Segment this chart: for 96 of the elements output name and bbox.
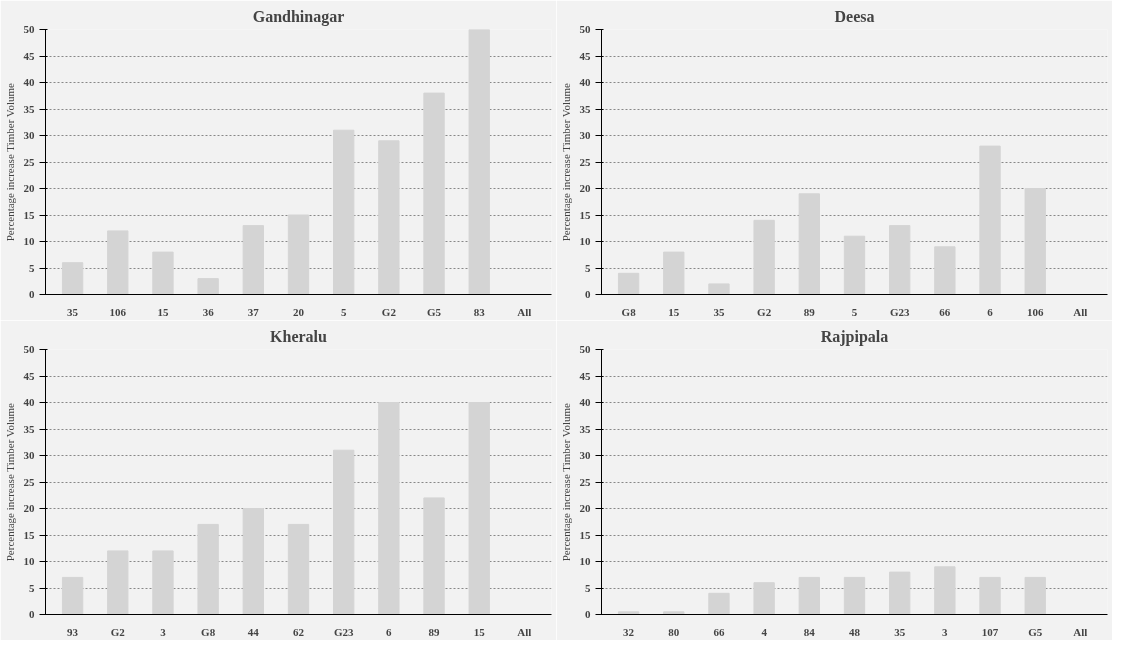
y-tick-label: 10 xyxy=(23,555,35,567)
x-tick-label: 89 xyxy=(428,625,441,638)
y-tick-label: 35 xyxy=(23,102,35,115)
y-tick-label: 10 xyxy=(579,555,591,567)
y-tick-label: 45 xyxy=(23,49,35,62)
y-axis-title: Percentage increase Timber Volume xyxy=(3,83,16,242)
y-tick-label: 10 xyxy=(23,235,35,247)
y-tick-label: 15 xyxy=(23,528,35,541)
y-tick-label: 45 xyxy=(579,369,591,382)
y-tick-label: 50 xyxy=(23,343,35,355)
y-tick-label: 20 xyxy=(579,502,591,514)
x-tick-label: 35 xyxy=(67,305,79,318)
x-tick-label: 66 xyxy=(939,305,951,318)
x-tick-label: 4 xyxy=(761,625,768,638)
y-tick-label: 45 xyxy=(579,49,591,62)
y-tick-label: 5 xyxy=(585,581,591,594)
y-tick-label: 35 xyxy=(579,102,591,115)
x-tick-label: 106 xyxy=(109,305,127,318)
x-tick-label: 66 xyxy=(713,625,725,638)
x-tick-label: G2 xyxy=(110,625,126,638)
chart-title: Gandhinagar xyxy=(252,7,345,26)
y-tick-label: 25 xyxy=(23,155,35,168)
y-tick-label: 30 xyxy=(23,449,35,461)
x-tick-label: 20 xyxy=(293,305,305,318)
y-tick-label: 15 xyxy=(23,208,35,221)
y-tick-label: 15 xyxy=(579,208,591,221)
x-tick-label: 37 xyxy=(247,305,260,318)
y-tick-label: 20 xyxy=(23,502,35,514)
x-tick-label: 84 xyxy=(803,625,816,638)
x-tick-label: 6 xyxy=(386,625,393,638)
x-tick-label: 35 xyxy=(894,625,906,638)
x-tick-label: G2 xyxy=(381,305,397,318)
y-tick-label: 25 xyxy=(579,475,591,488)
y-tick-label: 35 xyxy=(579,422,591,435)
y-tick-label: 0 xyxy=(585,288,591,300)
y-axis-title: Percentage increase Timber Volume xyxy=(3,403,16,562)
y-tick-label: 0 xyxy=(29,608,35,620)
y-tick-label: 30 xyxy=(23,129,35,141)
x-tick-label: 3 xyxy=(160,625,167,638)
x-tick-label: 35 xyxy=(713,305,725,318)
y-tick-label: 40 xyxy=(579,76,591,88)
y-tick-label: 5 xyxy=(585,261,591,274)
x-tick-label: 83 xyxy=(473,305,486,318)
x-tick-label: 3 xyxy=(942,625,949,638)
y-tick-label: 5 xyxy=(29,261,35,274)
x-tick-label: 62 xyxy=(293,625,305,638)
x-tick-label: G5 xyxy=(427,305,442,318)
x-tick-label: 80 xyxy=(668,625,680,638)
y-tick-label: 40 xyxy=(23,76,35,88)
x-tick-label: 48 xyxy=(849,625,861,638)
x-tick-label: 36 xyxy=(202,305,215,318)
x-tick-label: All xyxy=(1073,305,1088,318)
y-axis-title: Percentage increase Timber Volume xyxy=(559,403,572,562)
y-tick-label: 30 xyxy=(579,129,591,141)
chart-title: Kheralu xyxy=(270,327,328,345)
x-tick-label: 32 xyxy=(623,625,635,638)
x-tick-label: All xyxy=(517,305,532,318)
y-tick-label: 30 xyxy=(579,449,591,461)
chart-title: Rajpipala xyxy=(820,327,889,346)
x-tick-label: 44 xyxy=(247,625,260,638)
y-tick-label: 25 xyxy=(23,475,35,488)
y-tick-label: 20 xyxy=(23,182,35,194)
y-tick-label: 35 xyxy=(23,422,35,435)
x-tick-label: G8 xyxy=(621,305,637,318)
x-tick-label: 15 xyxy=(668,305,680,318)
y-tick-label: 50 xyxy=(23,23,35,35)
y-tick-label: 40 xyxy=(579,396,591,408)
y-tick-label: 10 xyxy=(579,235,591,247)
x-tick-label: 5 xyxy=(340,305,347,318)
y-tick-label: 45 xyxy=(23,369,35,382)
x-tick-label: 5 xyxy=(851,305,858,318)
x-tick-label: G8 xyxy=(201,625,216,638)
y-tick-label: 25 xyxy=(579,155,591,168)
x-tick-label: All xyxy=(517,625,532,638)
x-tick-label: G23 xyxy=(333,625,354,638)
x-tick-label: All xyxy=(1073,625,1088,638)
x-tick-label: 15 xyxy=(473,625,486,638)
chart-title: Deesa xyxy=(834,7,875,25)
x-tick-label: 107 xyxy=(981,625,999,638)
y-tick-label: 50 xyxy=(579,23,591,35)
y-tick-label: 50 xyxy=(579,343,591,355)
x-tick-label: 93 xyxy=(67,625,79,638)
y-tick-label: 0 xyxy=(29,288,35,300)
x-tick-label: 89 xyxy=(803,305,816,318)
x-tick-label: G5 xyxy=(1028,625,1043,638)
y-tick-label: 40 xyxy=(23,396,35,408)
x-tick-label: 6 xyxy=(987,305,994,318)
x-tick-label: 15 xyxy=(157,305,169,318)
y-tick-label: 15 xyxy=(579,528,591,541)
y-axis-title: Percentage increase Timber Volume xyxy=(559,83,572,242)
y-tick-label: 0 xyxy=(585,608,591,620)
x-tick-label: 106 xyxy=(1026,305,1044,318)
y-tick-label: 5 xyxy=(29,581,35,594)
y-tick-label: 20 xyxy=(579,182,591,194)
x-tick-label: G23 xyxy=(889,305,910,318)
x-tick-label: G2 xyxy=(757,305,772,318)
